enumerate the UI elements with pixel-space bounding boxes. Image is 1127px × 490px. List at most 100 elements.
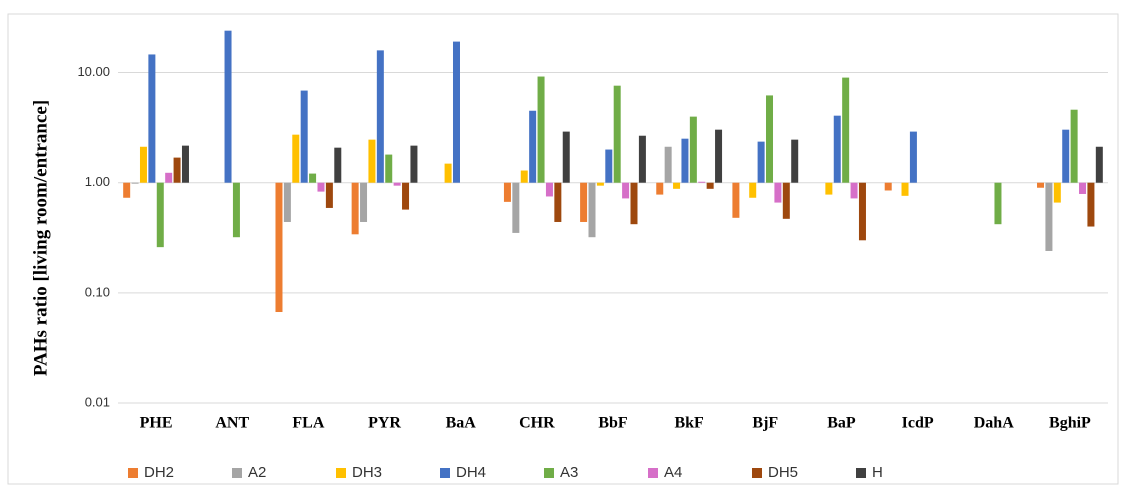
legend-swatch xyxy=(856,468,866,478)
bar xyxy=(139,146,147,183)
bar xyxy=(732,182,740,218)
bar xyxy=(1087,182,1095,227)
legend-label: DH5 xyxy=(768,464,798,481)
bar xyxy=(833,115,841,183)
bar xyxy=(520,170,528,183)
bar xyxy=(283,182,291,222)
y-axis-label: PAHs ratio [living room/entrance] xyxy=(30,100,51,376)
x-tick-label: BjF xyxy=(752,415,778,432)
bar xyxy=(512,182,520,233)
bar xyxy=(715,129,723,183)
legend-swatch xyxy=(544,468,554,478)
bar xyxy=(774,182,782,203)
bar xyxy=(1070,109,1078,183)
bar xyxy=(452,41,460,183)
legend-swatch xyxy=(440,468,450,478)
legend-label: DH4 xyxy=(456,464,486,481)
legend-label: A2 xyxy=(248,464,266,481)
legend-label: A3 xyxy=(560,464,578,481)
bar xyxy=(232,182,240,238)
bar xyxy=(376,50,384,183)
bar xyxy=(782,182,790,219)
bar xyxy=(165,172,173,183)
x-tick-label: FLA xyxy=(292,415,324,432)
legend-label: A4 xyxy=(664,464,682,481)
x-tick-label: BkF xyxy=(674,415,704,432)
y-tick-label: 0.01 xyxy=(85,394,110,409)
x-tick-label: BghiP xyxy=(1049,415,1091,432)
x-tick-label: PHE xyxy=(140,415,173,432)
bar xyxy=(580,182,588,222)
bar xyxy=(300,90,308,183)
bar xyxy=(1079,182,1087,194)
bar xyxy=(325,182,333,208)
bar xyxy=(292,134,300,183)
bar xyxy=(757,141,765,183)
bar xyxy=(1045,182,1053,251)
bar xyxy=(791,139,799,183)
bar xyxy=(402,182,410,210)
bar xyxy=(173,157,181,183)
bar xyxy=(554,182,562,222)
bar xyxy=(275,182,283,313)
legend-label: DH3 xyxy=(352,464,382,481)
bar xyxy=(664,146,672,183)
bar xyxy=(385,154,393,183)
bar xyxy=(858,182,866,241)
bar xyxy=(181,145,189,183)
x-tick-label: BbF xyxy=(598,415,628,432)
bar xyxy=(638,135,646,183)
bar xyxy=(588,182,596,238)
bar xyxy=(842,77,850,183)
bar xyxy=(689,116,697,183)
bar xyxy=(393,182,401,186)
bar xyxy=(444,163,452,183)
bar xyxy=(630,182,638,225)
bar xyxy=(351,182,359,235)
bar xyxy=(1053,182,1061,203)
y-tick-label: 0.10 xyxy=(85,284,110,299)
bar xyxy=(1095,146,1103,183)
bar xyxy=(673,182,681,189)
bar xyxy=(224,30,232,183)
bar xyxy=(994,182,1002,225)
legend-swatch xyxy=(128,468,138,478)
bar xyxy=(148,54,156,183)
bar xyxy=(909,131,917,183)
x-tick-label: BaP xyxy=(827,415,856,432)
legend-label: DH2 xyxy=(144,464,174,481)
bar xyxy=(317,182,325,192)
bar xyxy=(766,95,774,183)
bar xyxy=(156,182,164,248)
x-tick-label: DahA xyxy=(974,415,1014,432)
bar xyxy=(529,110,537,183)
bar xyxy=(596,182,604,186)
bar xyxy=(825,182,833,195)
x-tick-label: IcdP xyxy=(902,415,934,432)
y-tick-label: 10.00 xyxy=(77,64,110,79)
bar xyxy=(605,149,613,183)
chart-border xyxy=(7,13,1119,485)
legend-swatch xyxy=(648,468,658,478)
bar xyxy=(749,182,757,198)
bar xyxy=(850,182,858,199)
bar xyxy=(123,182,131,198)
bar xyxy=(410,145,418,183)
bar xyxy=(698,181,706,183)
bar xyxy=(901,182,909,196)
bar xyxy=(503,182,511,202)
x-tick-label: PYR xyxy=(368,415,401,432)
bar xyxy=(681,138,689,183)
bar xyxy=(706,182,714,189)
bar xyxy=(613,85,621,183)
y-tick-label: 1.00 xyxy=(85,174,110,189)
x-tick-label: BaA xyxy=(446,415,477,432)
bar xyxy=(309,173,317,183)
x-tick-label: CHR xyxy=(519,415,555,432)
legend-swatch xyxy=(232,468,242,478)
bar xyxy=(368,139,376,183)
bar xyxy=(884,182,892,191)
bar xyxy=(1062,129,1070,183)
bar xyxy=(131,182,139,184)
